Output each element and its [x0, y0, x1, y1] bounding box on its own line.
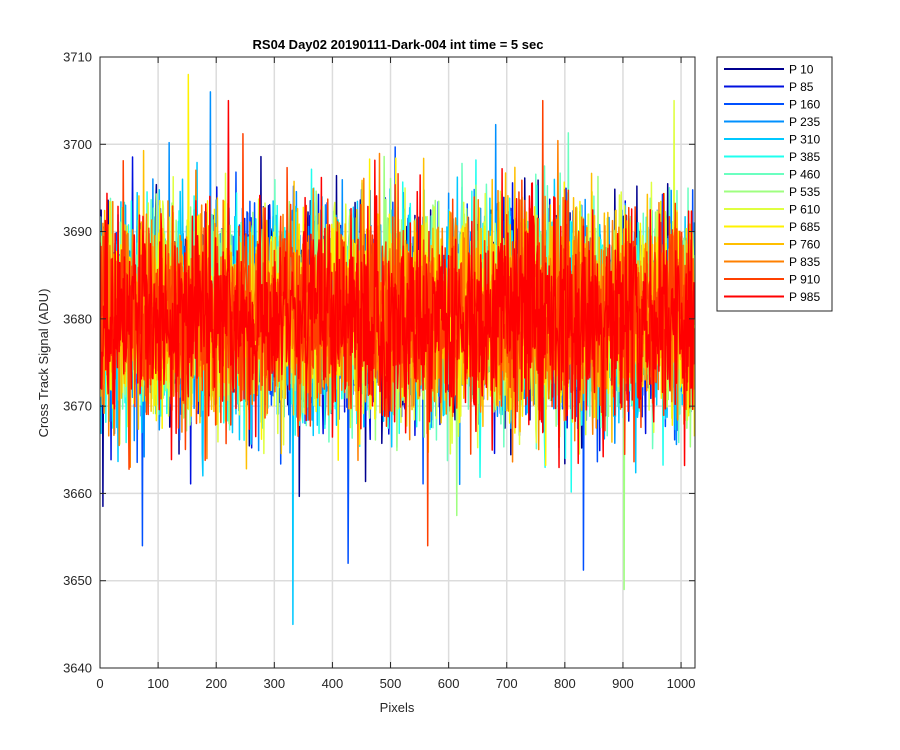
- y-tick-label: 3660: [63, 486, 92, 501]
- x-tick-label: 500: [380, 676, 402, 691]
- legend-label: P 10: [789, 63, 814, 77]
- x-tick-label: 900: [612, 676, 634, 691]
- legend-item: P 535: [724, 185, 820, 199]
- x-tick-label: 0: [96, 676, 103, 691]
- y-tick-label: 3640: [63, 661, 92, 676]
- legend-label: P 385: [789, 150, 820, 164]
- legend-item: P 685: [724, 220, 820, 234]
- legend-label: P 835: [789, 255, 820, 269]
- plot-frame: [99, 56, 696, 669]
- legend-item: P 910: [724, 273, 820, 287]
- legend: P 10 P 85 P 160 P 235 P 310 P 385 P 460 P 535 P …: [716, 56, 833, 312]
- y-tick-label: 3690: [63, 224, 92, 239]
- legend-item: P 985: [724, 290, 820, 304]
- x-tick-label: 800: [554, 676, 576, 691]
- chart-title: RS04 Day02 20190111-Dark-004 int time = …: [253, 37, 544, 52]
- legend-label: P 760: [789, 238, 820, 252]
- legend-box: [716, 56, 833, 312]
- y-axis-label: Cross Track Signal (ADU): [36, 289, 51, 438]
- legend-label: P 160: [789, 98, 820, 112]
- legend-item: P 160: [724, 98, 820, 112]
- y-tick-label: 3670: [63, 399, 92, 414]
- x-tick-label: 400: [322, 676, 344, 691]
- x-tick-label: 1000: [667, 676, 696, 691]
- legend-label: P 610: [789, 203, 820, 217]
- legend-label: P 985: [789, 290, 820, 304]
- plot-area-series: [100, 73, 695, 626]
- axis-ticks: 0 100 200 300 400 500 600 700 800 900 1000 3640 3650…: [63, 50, 695, 692]
- legend-item: P 760: [724, 238, 820, 252]
- x-tick-label: 600: [438, 676, 460, 691]
- y-tick-label: 3700: [63, 137, 92, 152]
- x-tick-label: 300: [263, 676, 285, 691]
- x-tick-label: 100: [147, 676, 169, 691]
- x-tick-label: 200: [205, 676, 227, 691]
- legend-item: P 610: [724, 203, 820, 217]
- legend-item: P 235: [724, 115, 820, 129]
- y-tick-label: 3680: [63, 311, 92, 326]
- y-tick-label: 3650: [63, 573, 92, 588]
- legend-item: P 835: [724, 255, 820, 269]
- x-tick-label: 700: [496, 676, 518, 691]
- legend-item: P 460: [724, 168, 820, 182]
- legend-item: P 85: [724, 80, 814, 94]
- legend-label: P 235: [789, 115, 820, 129]
- legend-label: P 535: [789, 185, 820, 199]
- series-line-p-985: [100, 99, 695, 469]
- y-tick-label: 3710: [63, 50, 92, 65]
- legend-label: P 460: [789, 168, 820, 182]
- legend-label: P 685: [789, 220, 820, 234]
- legend-label: P 310: [789, 133, 820, 147]
- x-axis-label: Pixels: [380, 700, 415, 715]
- legend-item: P 310: [724, 133, 820, 147]
- legend-item: P 10: [724, 63, 814, 77]
- legend-item: P 385: [724, 150, 820, 164]
- legend-label: P 910: [789, 273, 820, 287]
- legend-label: P 85: [789, 80, 814, 94]
